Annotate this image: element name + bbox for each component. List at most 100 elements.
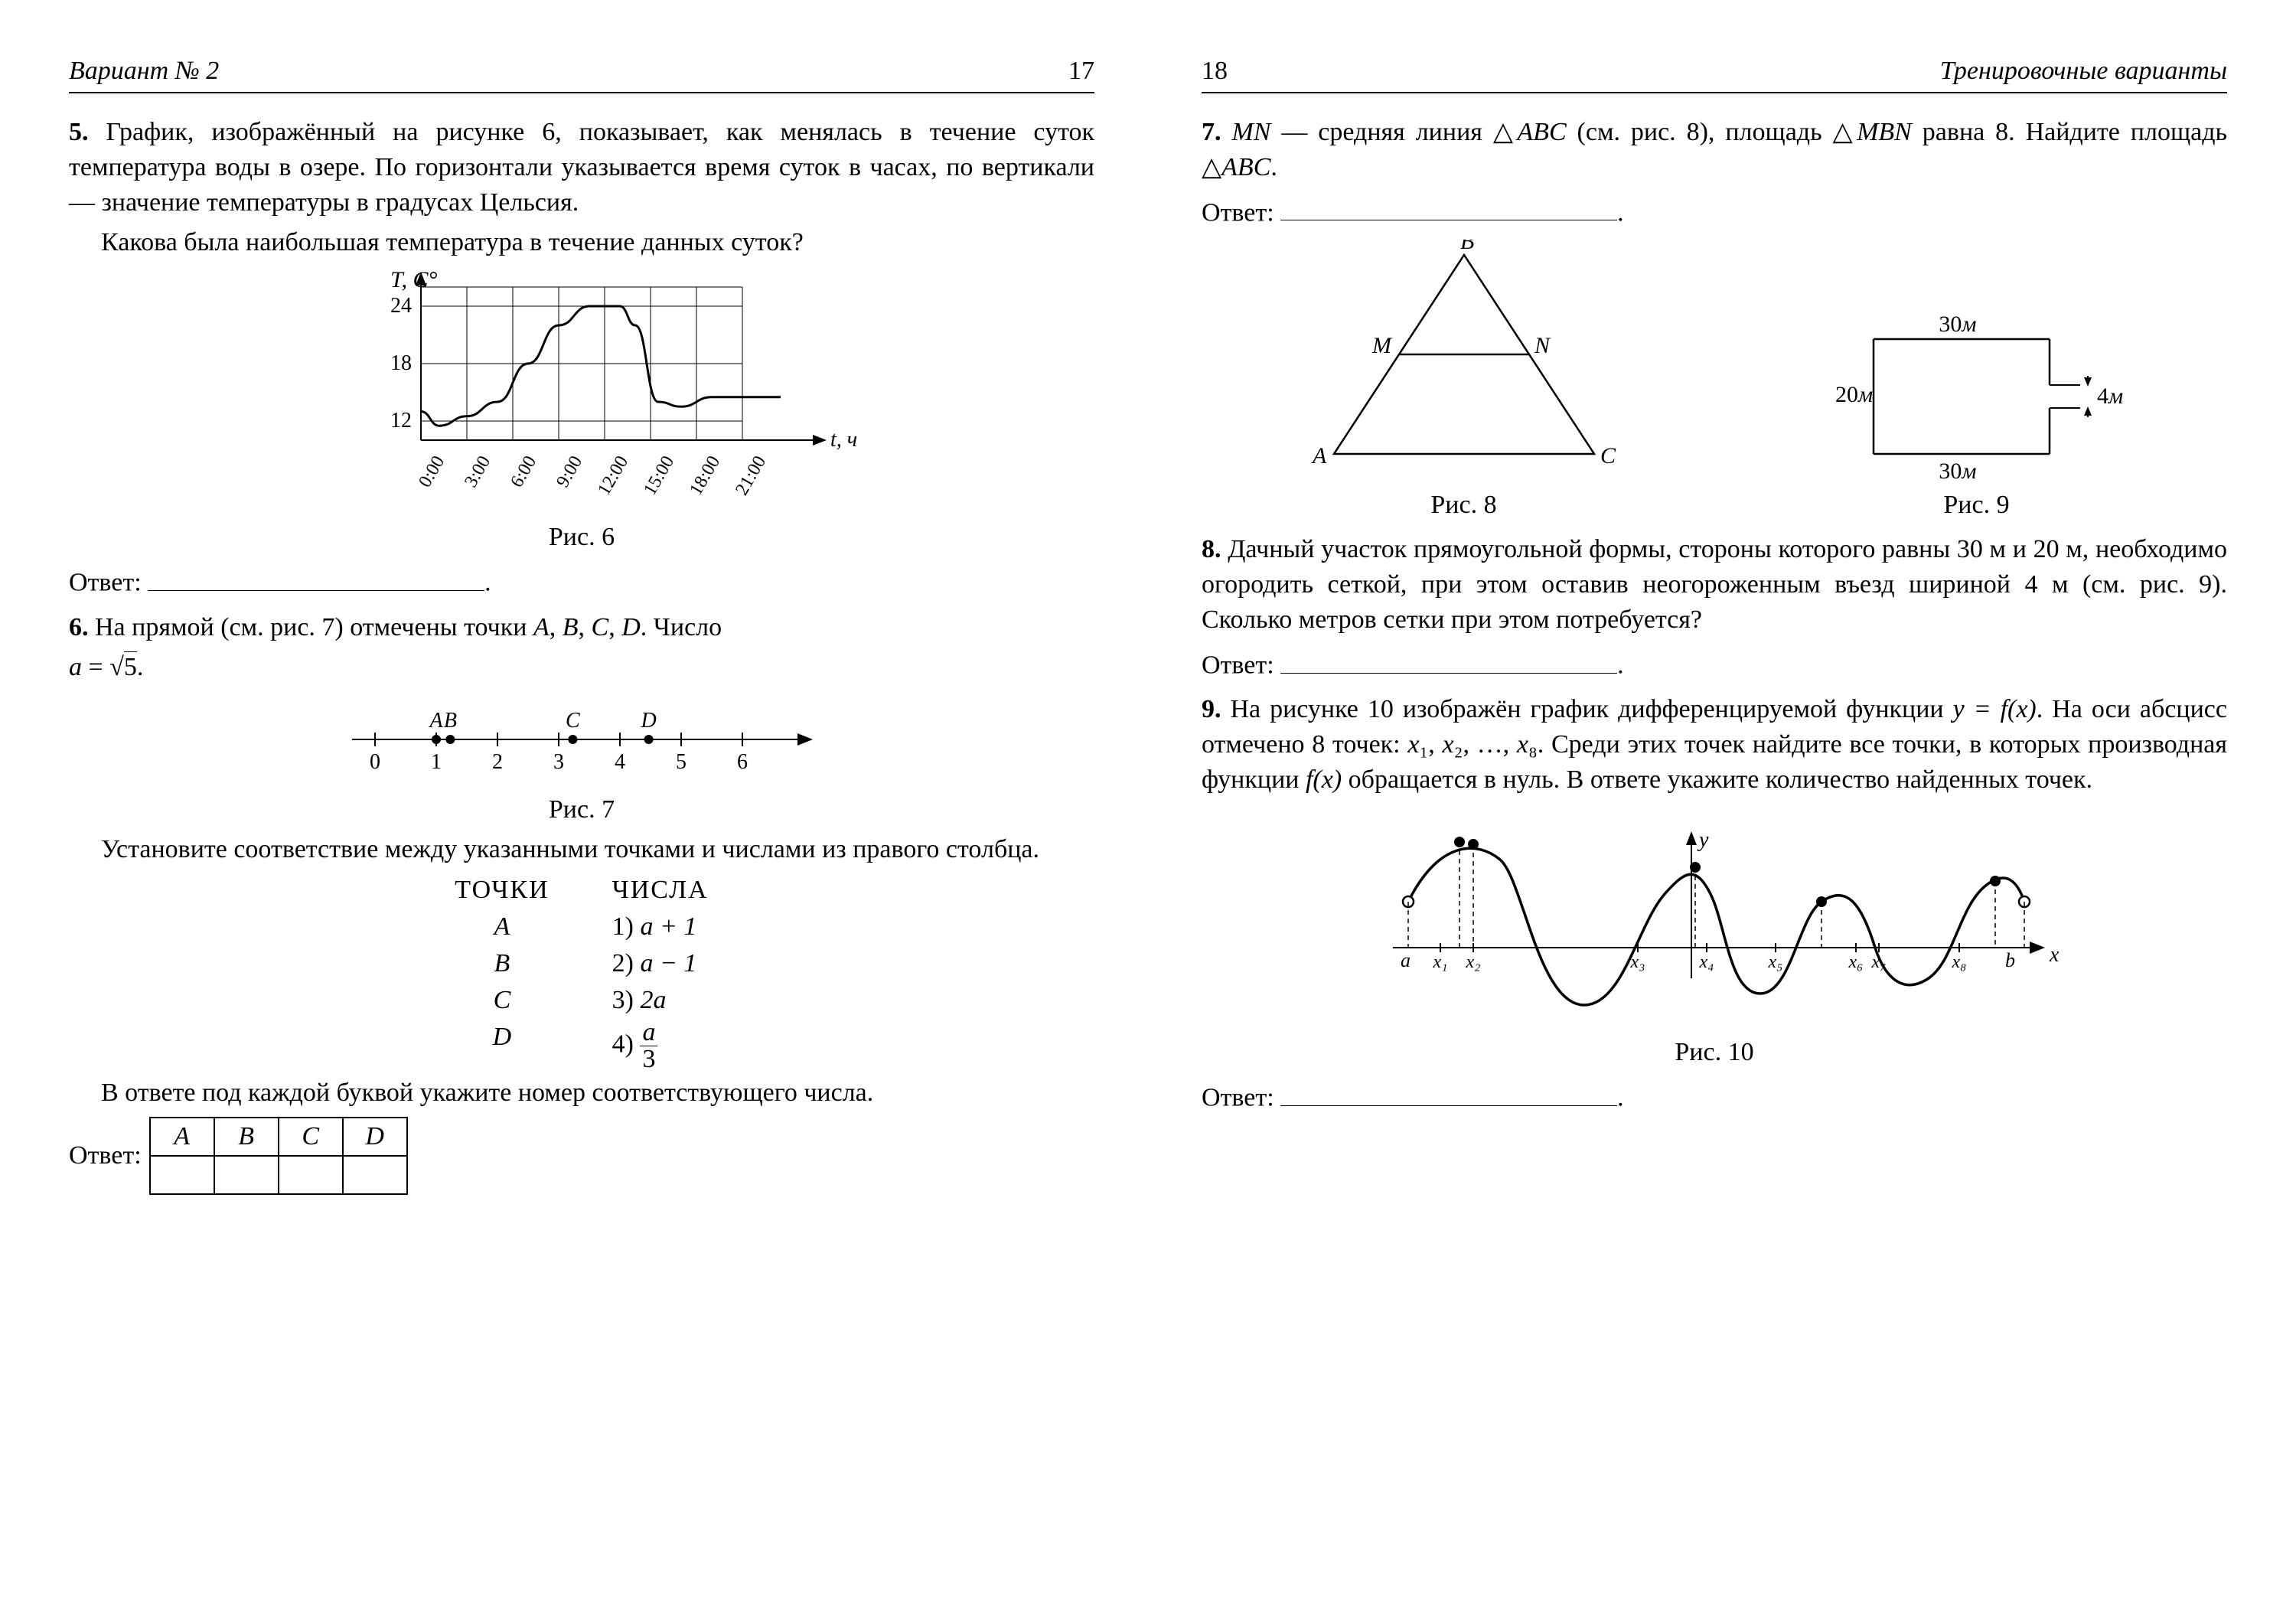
svg-text:x₄: x₄ (1699, 952, 1714, 972)
q6-body1b: . Число (641, 613, 722, 641)
svg-text:x₁: x₁ (1433, 952, 1448, 972)
left-page-number: 17 (1068, 54, 1094, 89)
svg-text:1: 1 (431, 750, 442, 774)
match-header-nums: ЧИСЛА (582, 873, 739, 908)
svg-text:x: x (2049, 943, 2059, 967)
svg-text:24: 24 (390, 294, 412, 318)
q6-number: 6. (69, 613, 89, 641)
q6-answer-label: Ответ: (69, 1138, 142, 1173)
q6-answer-row: Ответ: ABCD (69, 1117, 1094, 1195)
q7-answer-label: Ответ: (1202, 198, 1274, 227)
section-label: Тренировочные варианты (1940, 54, 2227, 89)
q9-answer-label: Ответ: (1202, 1084, 1274, 1112)
match-header-points: ТОЧКИ (424, 873, 579, 908)
q9-answer-blank (1280, 1078, 1617, 1106)
fig7-numberline: 0 1 2 3 4 5 6 AB C D (329, 690, 834, 789)
svg-text:N: N (1534, 333, 1551, 358)
svg-text:12: 12 (390, 409, 412, 432)
left-header: Вариант № 2 17 (69, 54, 1094, 93)
svg-text:5: 5 (676, 750, 687, 774)
q8-answer: Ответ: . (1202, 645, 2227, 684)
svg-text:x₈: x₈ (1952, 952, 1967, 972)
svg-text:x₃: x₃ (1630, 952, 1645, 972)
right-page-number: 18 (1202, 54, 1228, 89)
q7-text: 7. MN — средняя линия △ABC (см. рис. 8),… (1202, 115, 2227, 185)
right-header: 18 Тренировочные варианты (1202, 54, 2227, 93)
fig7-caption: Рис. 7 (69, 792, 1094, 827)
q6-eq: a = √5. (69, 650, 1094, 685)
svg-text:b: b (2005, 949, 2015, 971)
q5-body1: График, изображённый на рисунке 6, показ… (69, 118, 1094, 217)
match-table: ТОЧКИ ЧИСЛА A1) a + 1B2) a − 1C3) 2aD4) … (422, 871, 740, 1074)
svg-text:6: 6 (737, 750, 748, 774)
q8-number: 8. (1202, 535, 1221, 563)
figs-8-9: B A C M N Рис. 8 (1202, 240, 2227, 527)
q5-answer-label: Ответ: (69, 569, 142, 597)
svg-text:12:00: 12:00 (594, 453, 632, 499)
fig6-caption: Рис. 6 (69, 520, 1094, 555)
svg-text:t, ч: t, ч (830, 428, 857, 452)
q6-body4: В ответе под каждой буквой укажите номер… (69, 1075, 1094, 1111)
fig6-chart: T, C° t, ч 0:003:006:009:0012:0015:0018:… (306, 264, 857, 517)
svg-text:3: 3 (553, 750, 564, 774)
q8-answer-label: Ответ: (1202, 651, 1274, 680)
q8-text: 8. Дачный участок прямоугольной формы, с… (1202, 532, 2227, 638)
svg-text:A: A (428, 709, 443, 733)
q9-text: 9. На рисунке 10 изображён график диффер… (1202, 692, 2227, 798)
svg-text:9:00: 9:00 (553, 453, 586, 491)
q5-answer: Ответ: . (69, 563, 1094, 601)
svg-text:D: D (640, 709, 656, 733)
fig8-triangle: B A C M N (1303, 240, 1625, 485)
q5-body2: Какова была наибольшая температура в теч… (69, 225, 1094, 260)
svg-text:0:00: 0:00 (415, 453, 448, 491)
fig9-wrap: 30м 30м 20м 4м Рис. 9 (1828, 316, 2126, 527)
svg-text:T, C°: T, C° (390, 267, 437, 292)
svg-text:y: y (1697, 828, 1709, 852)
q6-body1a: На прямой (см. рис. 7) отмечены точки (95, 613, 533, 641)
q8-body: Дачный участок прямоугольной формы, стор… (1202, 535, 2227, 634)
q5-text: 5. График, изображённый на рисунке 6, по… (69, 115, 1094, 220)
svg-text:30м: 30м (1939, 459, 1976, 484)
svg-text:M: M (1371, 333, 1393, 358)
svg-text:21:00: 21:00 (732, 453, 770, 499)
svg-text:6:00: 6:00 (507, 453, 540, 491)
svg-text:x₆: x₆ (1848, 952, 1864, 972)
fig8-wrap: B A C M N Рис. 8 (1303, 240, 1625, 527)
svg-text:a: a (1401, 949, 1411, 971)
variant-label: Вариант № 2 (69, 54, 219, 89)
svg-text:x₂: x₂ (1466, 952, 1481, 972)
svg-text:18:00: 18:00 (686, 453, 724, 499)
q7-answer: Ответ: . (1202, 193, 2227, 231)
fig9-caption: Рис. 9 (1828, 488, 2126, 523)
answer-table: ABCD (149, 1117, 408, 1195)
fig9-rect: 30м 30м 20м 4м (1828, 316, 2126, 485)
svg-text:A: A (1311, 443, 1327, 468)
svg-text:0: 0 (370, 750, 380, 774)
right-column: 18 Тренировочные варианты 7. MN — средня… (1202, 54, 2227, 1576)
fig10-graph: y x x₁ x₂ x₃ x₄ x₅ x₆ x₇ x₈ a b (1370, 802, 2059, 1032)
svg-text:x₅: x₅ (1768, 952, 1783, 972)
svg-text:20м: 20м (1835, 382, 1873, 407)
svg-text:3:00: 3:00 (461, 453, 494, 491)
svg-text:x₇: x₇ (1871, 952, 1887, 972)
svg-text:2: 2 (492, 750, 503, 774)
svg-text:4: 4 (615, 750, 625, 774)
fig8-caption: Рис. 8 (1303, 488, 1625, 523)
svg-text:4м: 4м (2097, 383, 2123, 409)
q6-text: 6. На прямой (см. рис. 7) отмечены точки… (69, 610, 1094, 645)
q5-number: 5. (69, 118, 89, 146)
svg-text:B: B (1460, 240, 1474, 254)
svg-text:30м: 30м (1939, 316, 1976, 337)
q7-answer-blank (1280, 193, 1617, 221)
svg-text:C: C (1600, 443, 1616, 468)
q6-body3: Установите соответствие между указанными… (69, 832, 1094, 867)
svg-text:B: B (444, 709, 457, 733)
q9-number: 9. (1202, 695, 1221, 723)
svg-text:C: C (566, 709, 580, 733)
left-column: Вариант № 2 17 5. График, изображённый н… (69, 54, 1094, 1576)
q9-answer: Ответ: . (1202, 1078, 2227, 1116)
q7-number: 7. (1202, 118, 1221, 146)
q8-answer-blank (1280, 645, 1617, 674)
svg-text:18: 18 (390, 351, 412, 375)
q5-answer-blank (148, 563, 484, 591)
